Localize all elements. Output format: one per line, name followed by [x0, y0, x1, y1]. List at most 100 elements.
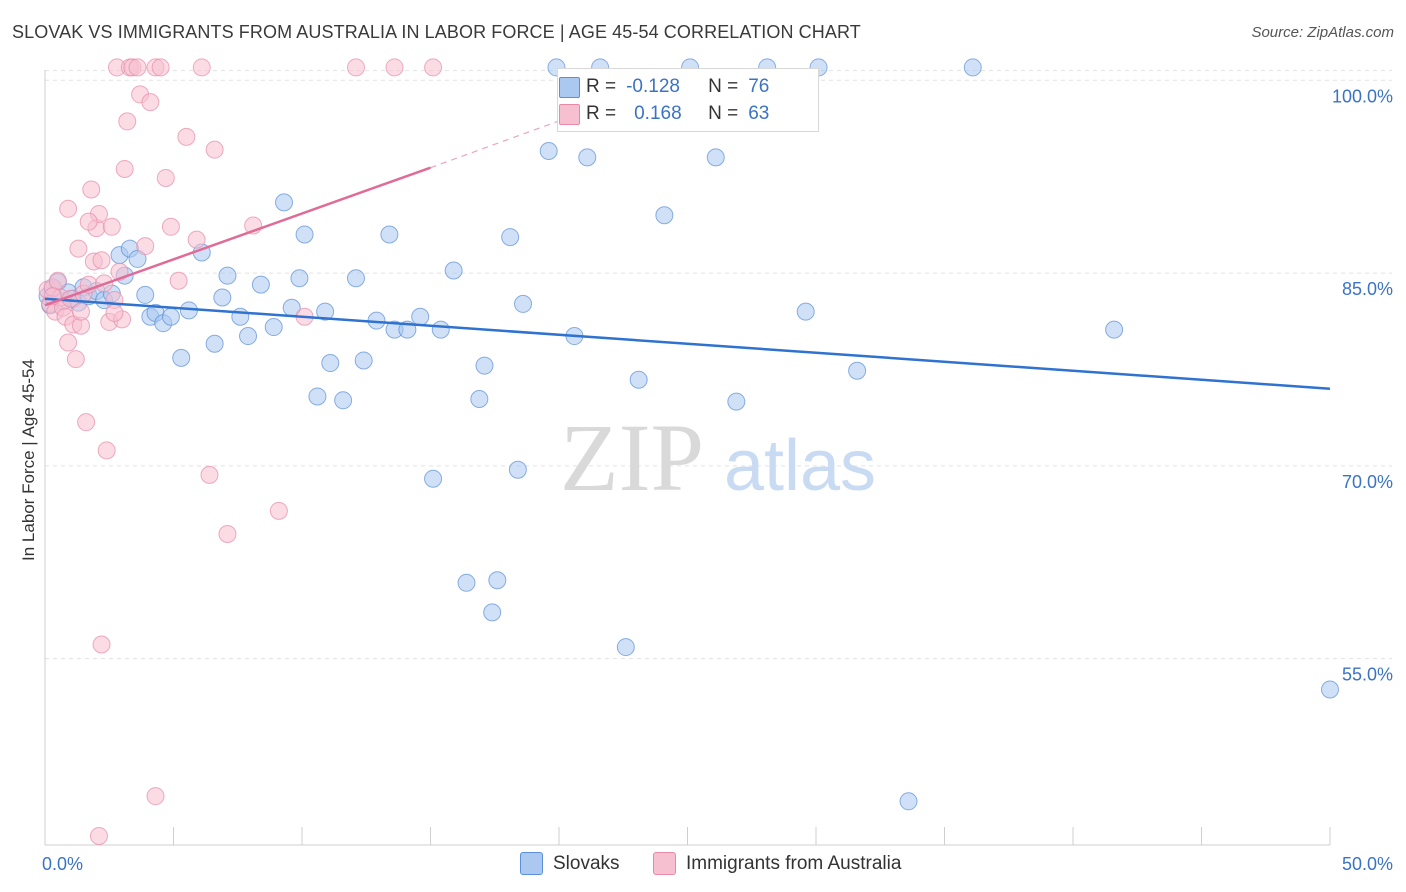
legend-swatch-australia [559, 104, 580, 125]
data-point [92, 635, 111, 654]
data-point [321, 354, 340, 373]
data-point [655, 206, 674, 225]
data-point [102, 217, 121, 236]
data-point [177, 127, 196, 146]
trend-line-australia [44, 166, 431, 307]
data-point [457, 573, 476, 592]
zipatlas-watermark: ZIP atlas [560, 404, 876, 511]
stats-legend: R = -0.128 N = 76 R = 0.168 N = 63 [557, 68, 819, 132]
data-point [385, 58, 404, 77]
y-tick-label: 85.0% [1342, 279, 1393, 299]
data-point [899, 792, 918, 811]
data-point [151, 58, 170, 77]
data-point [308, 387, 327, 406]
x-tick-label: 50.0% [1342, 854, 1393, 874]
data-point [82, 180, 101, 199]
data-point [295, 225, 314, 244]
data-point [1105, 320, 1124, 339]
data-point [444, 261, 463, 280]
data-point [578, 148, 597, 167]
data-point [218, 266, 237, 285]
series-australia [38, 58, 443, 846]
data-point [71, 302, 90, 321]
data-point [269, 501, 288, 520]
legend-row-slovaks: R = -0.128 N = 76 [559, 74, 769, 100]
data-point [354, 351, 373, 370]
data-point [89, 827, 108, 846]
data-point [156, 168, 175, 187]
data-point [97, 441, 116, 460]
series-legend: Slovaks Immigrants from Australia [0, 852, 1406, 878]
data-point [514, 294, 533, 313]
trend-extension-australia [430, 115, 573, 169]
source-credit: Source: ZipAtlas.com [1251, 24, 1394, 41]
data-point [508, 460, 527, 479]
data-point [316, 302, 335, 321]
legend-item-slovaks[interactable]: Slovaks [520, 852, 620, 875]
legend-r-label: R = [586, 103, 617, 124]
data-point [264, 318, 283, 337]
legend-n-value: 63 [748, 103, 770, 124]
watermark-zip: ZIP [560, 404, 704, 511]
y-tick-label: 70.0% [1342, 472, 1393, 492]
data-point [727, 392, 746, 411]
data-point [290, 269, 309, 288]
data-point [275, 193, 294, 212]
data-point [218, 524, 237, 543]
data-point [346, 58, 365, 77]
legend-r-value: 0.168 [634, 103, 682, 124]
legend-swatch-slovaks [520, 852, 543, 875]
data-point [475, 356, 494, 375]
data-point [963, 58, 982, 77]
legend-r-label: R = [586, 76, 617, 97]
data-point [115, 159, 134, 178]
legend-item-australia[interactable]: Immigrants from Australia [653, 852, 901, 875]
data-point [66, 350, 85, 369]
data-point [205, 140, 224, 159]
trend-line-slovaks [44, 297, 1331, 390]
data-point [539, 141, 558, 160]
data-point [59, 199, 78, 218]
data-point [501, 228, 520, 247]
data-point [187, 230, 206, 249]
data-point [470, 390, 489, 409]
data-point [424, 469, 443, 488]
data-point [48, 271, 67, 290]
data-point [251, 275, 270, 294]
data-point [205, 334, 224, 353]
y-axis-label: In Labor Force | Age 45-54 [19, 359, 38, 561]
data-point [79, 212, 98, 231]
data-point [380, 225, 399, 244]
data-point [169, 271, 188, 290]
data-point [161, 217, 180, 236]
legend-swatch-slovaks [559, 77, 580, 98]
data-point [424, 58, 443, 77]
data-point [431, 320, 450, 339]
data-point [488, 571, 507, 590]
data-point [69, 239, 88, 258]
data-point [128, 58, 147, 77]
data-point [334, 391, 353, 410]
data-point [105, 303, 124, 322]
data-point [136, 237, 155, 256]
axes [44, 70, 1331, 846]
data-point [706, 148, 725, 167]
data-point [92, 251, 111, 270]
data-point [200, 465, 219, 484]
legend-n-label: N = [708, 76, 739, 97]
watermark-atlas: atlas [724, 426, 876, 506]
data-point [172, 348, 191, 367]
y-tick-label: 55.0% [1342, 665, 1393, 685]
data-point [411, 307, 430, 326]
y-tick-label: 100.0% [1332, 86, 1393, 106]
legend-row-australia: R = 0.168 N = 63 [559, 101, 770, 127]
legend-swatch-australia [653, 852, 676, 875]
data-point [136, 285, 155, 304]
data-point [118, 112, 137, 131]
data-point [346, 269, 365, 288]
data-point [1321, 680, 1339, 699]
data-point [629, 370, 648, 389]
data-point [141, 93, 160, 112]
legend-n-label: N = [708, 103, 739, 124]
data-point [161, 307, 180, 326]
